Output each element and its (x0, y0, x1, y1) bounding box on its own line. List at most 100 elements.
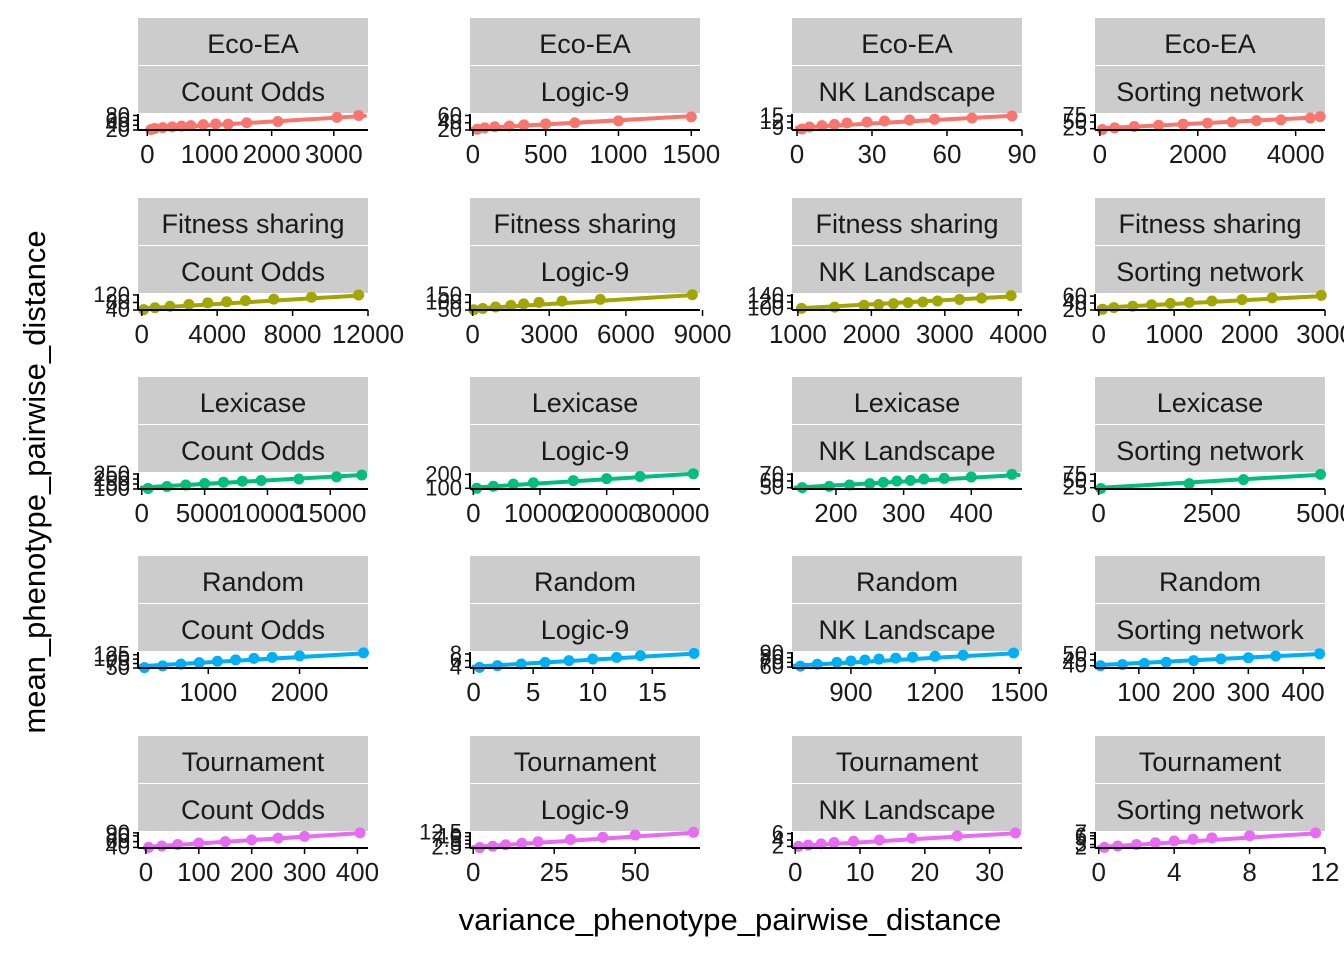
data-point (331, 112, 342, 123)
data-point (862, 117, 873, 128)
panel-1-2: Fitness sharingNK Landscape1001201401000… (747, 198, 1047, 349)
data-point (939, 473, 950, 484)
data-point (906, 833, 917, 844)
data-point (1310, 827, 1321, 838)
x-tick-label: 2000 (842, 319, 900, 349)
strip-problem-label: Sorting network (1116, 436, 1304, 466)
y-tick-label: 8 (450, 641, 462, 666)
data-point (595, 294, 606, 305)
trend-line (795, 833, 1015, 846)
data-point (688, 468, 699, 479)
data-point (824, 481, 835, 492)
data-point (918, 474, 929, 485)
strip-method-label: Random (856, 567, 958, 597)
panel-1-3: Fitness sharingSorting network2040600 100… (1063, 198, 1344, 349)
y-tick-label: 140 (747, 283, 784, 308)
data-point (353, 110, 364, 121)
data-point (630, 829, 641, 840)
data-point (202, 297, 213, 308)
data-point (294, 650, 305, 661)
trend-line (1098, 654, 1320, 665)
data-point (230, 654, 241, 665)
x-tick-label: 1000 (1145, 319, 1203, 349)
data-point (1010, 827, 1021, 838)
data-point (161, 481, 172, 492)
x-tick-label: 4000 (188, 319, 246, 349)
x-tick-label: 0 (1091, 498, 1105, 528)
panel-2-2: LexicaseNK Landscape506070200 300 400 (760, 377, 1022, 528)
data-point (842, 118, 853, 129)
x-tick-label: 3000 (520, 319, 578, 349)
y-tick-label: 6 (772, 821, 784, 846)
x-tick-label: 100 (1117, 677, 1160, 707)
panel-2-0: LexicaseCount Odds1001502002500 500010000… (93, 377, 368, 528)
x-tick-label: 300 (283, 857, 326, 887)
data-point (688, 827, 699, 838)
x-tick-label: 300 (882, 498, 925, 528)
data-point (477, 303, 488, 314)
x-tick-label: 0 (466, 498, 480, 528)
strip-problem-label: NK Landscape (818, 615, 995, 645)
data-point (905, 475, 916, 486)
strip-problem-label: Logic-9 (541, 795, 630, 825)
x-tick-label: 0 (465, 319, 479, 349)
data-point (355, 827, 366, 838)
data-point (1005, 290, 1016, 301)
data-point (193, 838, 204, 849)
data-point (687, 289, 698, 300)
data-point (1227, 117, 1238, 128)
strip-method-label: Lexicase (200, 388, 307, 418)
data-point (829, 837, 840, 848)
x-tick-label: 0 (788, 857, 802, 887)
data-point (903, 297, 914, 308)
data-point (240, 295, 251, 306)
data-point (199, 478, 210, 489)
panels-layer: Eco-EACount Odds204060800 1000 2000 3000Eco… (93, 18, 1344, 887)
strip-problem-label: Count Odds (181, 615, 325, 645)
strip-method-label: Fitness sharing (1118, 209, 1301, 239)
data-point (587, 654, 598, 665)
strip-problem-label: Logic-9 (541, 436, 630, 466)
x-tick-label: 9000 (674, 319, 732, 349)
data-point (256, 475, 267, 486)
x-tick-label: 0 (466, 677, 480, 707)
data-point (210, 118, 221, 129)
strip-problem-label: Count Odds (181, 257, 325, 287)
panel-4-2: TournamentNK Landscape2460 10 20 30 (772, 736, 1022, 887)
y-tick-label: 12.5 (419, 820, 462, 845)
data-point (565, 834, 576, 845)
x-tick-label: 1500 (990, 677, 1048, 707)
data-point (907, 652, 918, 663)
data-point (1169, 836, 1180, 847)
strip-method-label: Tournament (182, 747, 325, 777)
data-point (930, 651, 941, 662)
data-point (149, 302, 160, 313)
y-tick-label: 15 (760, 103, 784, 128)
data-point (246, 834, 257, 845)
trend-line (473, 474, 693, 488)
data-point (1165, 298, 1176, 309)
strip-method-label: Tournament (1139, 747, 1282, 777)
data-point (874, 835, 885, 846)
x-tick-label: 5 (526, 677, 540, 707)
x-tick-label: 900 (829, 677, 872, 707)
data-point (540, 118, 551, 129)
data-point (1315, 111, 1326, 122)
x-tick-label: 200 (814, 498, 857, 528)
panel-2-3: LexicaseSorting network255075025005000 (1063, 377, 1344, 528)
y-tick-label: 250 (93, 461, 130, 486)
data-point (873, 654, 884, 665)
data-point (686, 111, 697, 122)
data-point (932, 296, 943, 307)
strip-problem-label: Sorting network (1116, 615, 1304, 645)
data-point (831, 657, 842, 668)
x-tick-label: 4000 (1267, 139, 1325, 169)
y-tick-label: 150 (425, 282, 462, 307)
data-point (212, 656, 223, 667)
panel-4-3: TournamentSorting network235670 4 8 12 (1075, 736, 1340, 887)
data-point (293, 474, 304, 485)
x-tick-label: 2000 (1169, 139, 1227, 169)
data-point (1109, 122, 1120, 133)
data-point (1184, 297, 1195, 308)
data-point (528, 477, 539, 488)
